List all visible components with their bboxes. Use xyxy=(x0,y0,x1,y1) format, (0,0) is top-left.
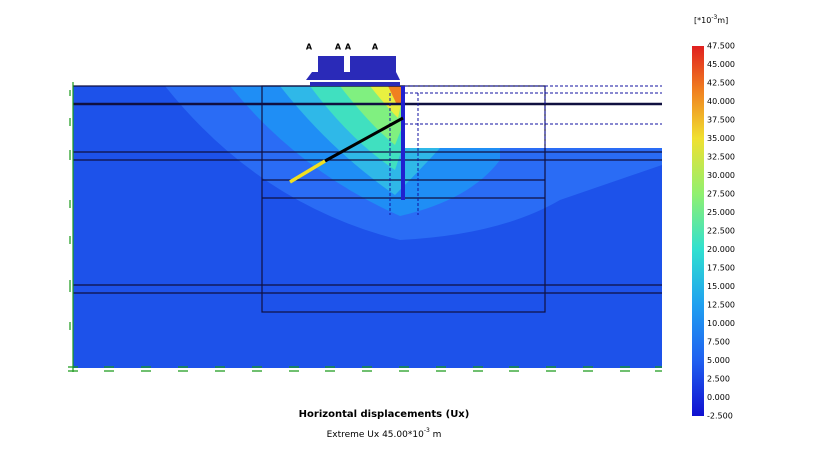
colorbar-label: 25.000 xyxy=(707,208,735,217)
load-label: A xyxy=(335,43,342,52)
colorbar-label: 7.500 xyxy=(707,338,730,347)
colorbar xyxy=(692,46,704,416)
colorbar-label: 42.500 xyxy=(707,79,735,88)
load-label: A xyxy=(345,43,352,52)
colorbar-label: 27.500 xyxy=(707,190,735,199)
colorbar-label: 22.500 xyxy=(707,227,735,236)
colorbar-label: 17.500 xyxy=(707,264,735,273)
colorbar-label: 15.000 xyxy=(707,282,735,291)
load-label: A xyxy=(372,43,379,52)
colorbar-label: 12.500 xyxy=(707,301,735,310)
colorbar-label: 32.500 xyxy=(707,153,735,162)
load-label: A xyxy=(306,43,313,52)
colorbar-label: 35.000 xyxy=(707,134,735,143)
plot-subtitle: Extreme Ux 45.00*10-3 m xyxy=(327,427,442,440)
colorbar-label: 20.000 xyxy=(707,245,735,254)
colorbar-label: 47.500 xyxy=(707,42,735,51)
colorbar-label: 10.000 xyxy=(707,319,735,328)
colorbar-label: 2.500 xyxy=(707,375,730,384)
plot-title: Horizontal displacements (Ux) xyxy=(299,409,470,420)
contours xyxy=(73,86,662,368)
colorbar-label: -2.500 xyxy=(707,412,733,421)
colorbar-unit: [*10-3m] xyxy=(694,14,728,25)
colorbar-label: 37.500 xyxy=(707,116,735,125)
geometry xyxy=(68,56,662,372)
colorbar-labels: 47.500 45.000 42.500 40.000 37.500 35.000 32.5… xyxy=(707,42,735,421)
colorbar-label: 0.000 xyxy=(707,393,730,402)
colorbar-label: 5.000 xyxy=(707,356,730,365)
load-labels: A A A A xyxy=(306,43,379,52)
colorbar-label: 30.000 xyxy=(707,171,735,180)
colorbar-label: 40.000 xyxy=(707,97,735,106)
colorbar-label: 45.000 xyxy=(707,60,735,69)
